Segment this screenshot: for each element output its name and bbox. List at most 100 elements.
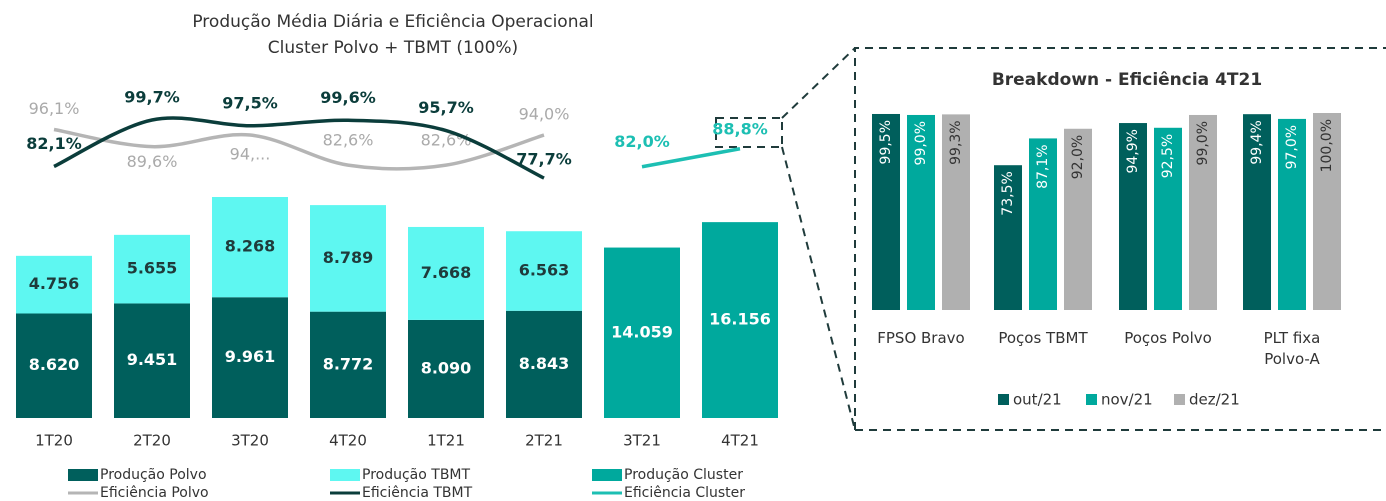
x-tick-label: 3T20 xyxy=(231,432,269,450)
x-tick-label: Poços Polvo xyxy=(1124,329,1212,347)
bar-label: 8.772 xyxy=(323,354,374,373)
bar xyxy=(1064,128,1092,310)
bar xyxy=(1278,118,1306,310)
line-label: 88,8% xyxy=(712,119,768,138)
line-label: 82,6% xyxy=(421,131,472,150)
bar xyxy=(114,303,190,418)
bar xyxy=(16,313,92,418)
bar-label: 94,9% xyxy=(1125,129,1141,173)
bar-label: 8.268 xyxy=(225,237,276,256)
chart-title: Breakdown - Eficiência 4T21 xyxy=(992,70,1262,90)
line-label: 97,5% xyxy=(222,93,278,112)
bar-label: 6.563 xyxy=(519,261,570,280)
bar xyxy=(310,311,386,418)
bar-label: 100,0% xyxy=(1319,119,1335,172)
bar xyxy=(1029,138,1057,310)
bar xyxy=(212,297,288,418)
legend-swatch xyxy=(330,469,360,481)
bar-label: 99,0% xyxy=(913,121,929,165)
bar-label: 7.668 xyxy=(421,263,472,282)
bar xyxy=(1119,123,1147,310)
legend-label: dez/21 xyxy=(1189,391,1240,409)
legend-label: nov/21 xyxy=(1101,391,1153,409)
bar-label: 5.655 xyxy=(127,259,178,278)
x-tick-label: Poços TBMT xyxy=(998,329,1088,347)
x-tick-label: FPSO Bravo xyxy=(877,329,965,347)
legend-swatch xyxy=(1174,394,1185,405)
line-label: 94,... xyxy=(230,145,271,164)
bar xyxy=(506,231,582,311)
legend-label: Eficiência TBMT xyxy=(362,485,473,501)
bar-label: 97,0% xyxy=(1284,125,1300,169)
line-label: 99,7% xyxy=(124,88,180,107)
bar xyxy=(1189,114,1217,310)
legend-label: Eficiência Polvo xyxy=(100,485,209,501)
bar-label: 8.789 xyxy=(323,248,374,267)
legend-swatch xyxy=(1086,394,1097,405)
line xyxy=(53,127,545,171)
bar-label: 9.961 xyxy=(225,347,276,366)
bar-label: 8.620 xyxy=(29,355,80,374)
chart-title: Produção Média Diária e Eficiência Opera… xyxy=(192,12,593,32)
legend-label: Produção TBMT xyxy=(362,467,470,483)
bar xyxy=(907,114,935,310)
bar xyxy=(408,319,484,418)
bar xyxy=(408,226,484,320)
chart-subtitle: Cluster Polvo + TBMT (100%) xyxy=(268,38,518,58)
line-label: 95,7% xyxy=(418,98,474,117)
bar xyxy=(506,310,582,418)
bar-label: 8.843 xyxy=(519,354,570,373)
bar xyxy=(942,114,970,310)
breakdown-frame xyxy=(715,47,1386,431)
x-tick-label: 2T21 xyxy=(525,432,563,450)
line-label: 82,0% xyxy=(614,132,670,151)
bar-label: 14.059 xyxy=(611,322,673,341)
bar-label: 99,5% xyxy=(878,120,894,164)
legend-label: Eficiência Cluster xyxy=(624,485,745,501)
line-label: 99,6% xyxy=(320,88,376,107)
bar xyxy=(872,113,900,310)
bar xyxy=(1154,127,1182,311)
legend-swatch xyxy=(592,469,622,481)
bar xyxy=(16,255,92,314)
bar xyxy=(1243,114,1271,310)
line-label: 77,7% xyxy=(516,150,572,169)
bar-label: 8.090 xyxy=(421,358,472,377)
line-label: 94,0% xyxy=(519,105,570,124)
x-tick-label: 4T21 xyxy=(721,432,759,450)
x-tick-label: PLT fixa Polvo-A xyxy=(1263,329,1321,368)
bar xyxy=(702,222,778,418)
bar xyxy=(1313,113,1341,310)
line-label: 82,6% xyxy=(323,131,374,150)
bar-label: 4.756 xyxy=(29,274,80,293)
legend-swatch xyxy=(68,469,98,481)
x-tick-label: 1T21 xyxy=(427,432,465,450)
x-tick-label: 3T21 xyxy=(623,432,661,450)
bar-label: 73,5% xyxy=(1000,171,1016,215)
bar-label: 99,3% xyxy=(948,120,964,164)
legend-label: Produção Cluster xyxy=(624,467,743,483)
bar-label: 9.451 xyxy=(127,350,178,369)
bar-label: 92,0% xyxy=(1070,135,1086,179)
line-label: 89,6% xyxy=(127,152,178,171)
bar xyxy=(604,247,680,418)
line xyxy=(53,116,545,180)
bar xyxy=(310,205,386,312)
line xyxy=(641,147,741,169)
bar xyxy=(994,165,1022,310)
bar-label: 92,5% xyxy=(1160,134,1176,178)
bar-label: 87,1% xyxy=(1035,144,1051,188)
line-label: 82,1% xyxy=(26,134,82,153)
bar-label: 99,4% xyxy=(1249,120,1265,164)
bar-label: 16.156 xyxy=(709,310,771,329)
x-tick-label: 4T20 xyxy=(329,432,367,450)
legend-label: Produção Polvo xyxy=(100,467,207,483)
legend-label: out/21 xyxy=(1013,391,1062,409)
bar-label: 99,0% xyxy=(1195,121,1211,165)
x-tick-label: 2T20 xyxy=(133,432,171,450)
bar xyxy=(212,197,288,298)
x-tick-label: 1T20 xyxy=(35,432,73,450)
line-label: 96,1% xyxy=(29,99,80,118)
